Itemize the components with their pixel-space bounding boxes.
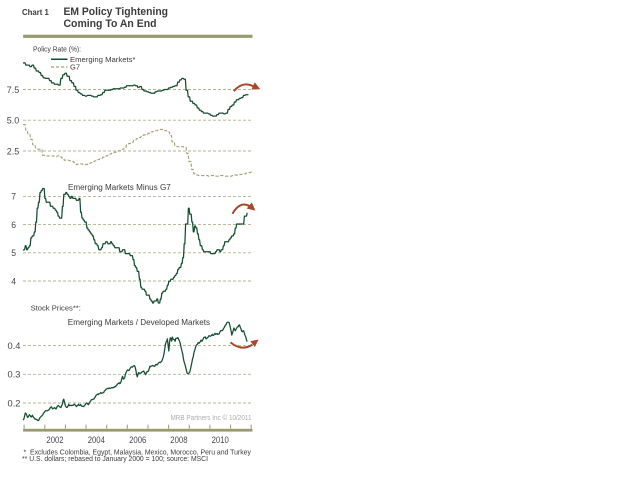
svg-text:5: 5 <box>11 247 16 258</box>
svg-text:Coming To An End: Coming To An End <box>64 18 157 30</box>
svg-text:4: 4 <box>11 275 16 286</box>
svg-text:2.5: 2.5 <box>7 145 20 156</box>
svg-text:2004: 2004 <box>88 435 105 445</box>
svg-text:* Excludes Colombia, Egypt, M: * Excludes Colombia, Egypt, Malaysia, Me… <box>24 450 252 457</box>
svg-text:2010: 2010 <box>212 435 229 445</box>
svg-text:7: 7 <box>11 191 16 202</box>
svg-text:5.0: 5.0 <box>7 115 20 126</box>
svg-text:EM Policy Tightening: EM Policy Tightening <box>64 6 169 18</box>
svg-text:Emerging Markets*: Emerging Markets* <box>70 55 136 64</box>
svg-text:MRB Partners Inc © 10/2011: MRB Partners Inc © 10/2011 <box>171 413 252 422</box>
svg-text:Policy Rate (%):: Policy Rate (%): <box>33 44 81 53</box>
svg-text:0.2: 0.2 <box>8 397 21 408</box>
svg-text:** U.S. dollars; rebased to Ja: ** U.S. dollars; rebased to January 2000… <box>22 456 208 463</box>
svg-text:2002: 2002 <box>46 435 63 445</box>
svg-text:2008: 2008 <box>170 435 187 445</box>
svg-text:G7: G7 <box>70 63 80 72</box>
svg-text:7.5: 7.5 <box>7 84 20 95</box>
svg-text:0.4: 0.4 <box>8 340 21 351</box>
svg-text:Emerging Markets / Developed M: Emerging Markets / Developed Markets <box>68 318 210 327</box>
svg-text:Emerging Markets Minus G7: Emerging Markets Minus G7 <box>68 183 171 192</box>
svg-text:0.3: 0.3 <box>8 369 21 380</box>
svg-text:2006: 2006 <box>129 435 146 445</box>
svg-text:Chart 1: Chart 1 <box>22 7 49 17</box>
svg-text:6: 6 <box>11 219 16 230</box>
svg-text:Stock Prices**:: Stock Prices**: <box>31 304 81 313</box>
